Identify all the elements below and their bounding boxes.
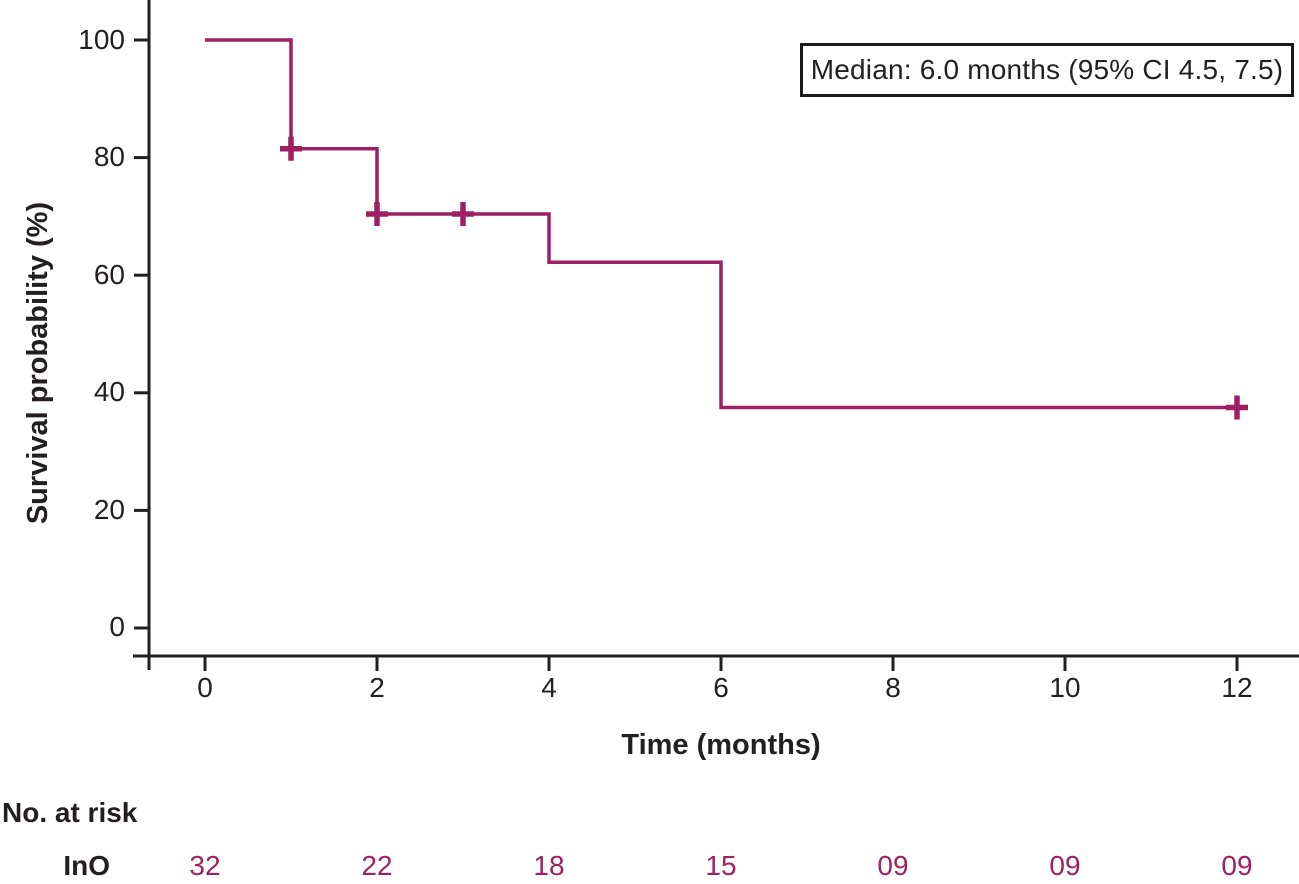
at-risk-value: 09 — [1049, 850, 1081, 881]
y-tick-label: 60 — [93, 259, 125, 290]
x-axis-title: Time (months) — [621, 729, 821, 761]
at-risk-value: 15 — [705, 850, 737, 881]
y-tick-label: 20 — [93, 494, 125, 525]
y-tick-label: 80 — [93, 141, 125, 172]
at-risk-value: 09 — [877, 850, 909, 881]
y-tick-label: 0 — [109, 611, 125, 642]
at-risk-value: 18 — [533, 850, 565, 881]
number-at-risk-header: No. at risk — [2, 797, 138, 828]
y-tick-label: 100 — [78, 24, 125, 55]
y-tick-label: 40 — [93, 376, 125, 407]
x-tick-label: 4 — [541, 672, 557, 703]
x-tick-label: 10 — [1049, 672, 1081, 703]
x-tick-label: 8 — [885, 672, 901, 703]
at-risk-value: 09 — [1221, 850, 1253, 881]
x-tick-label: 12 — [1221, 672, 1253, 703]
risk-group-label: InO — [63, 850, 110, 881]
x-tick-label: 0 — [197, 672, 213, 703]
at-risk-value: 32 — [189, 850, 221, 881]
y-axis-title: Survival probability (%) — [22, 201, 54, 525]
x-tick-label: 2 — [369, 672, 385, 703]
x-tick-label: 6 — [713, 672, 729, 703]
at-risk-value: 22 — [361, 850, 393, 881]
median-annotation-text: Median: 6.0 months (95% CI 4.5, 7.5) — [810, 54, 1284, 85]
median-annotation-box: Median: 6.0 months (95% CI 4.5, 7.5) — [800, 43, 1294, 97]
